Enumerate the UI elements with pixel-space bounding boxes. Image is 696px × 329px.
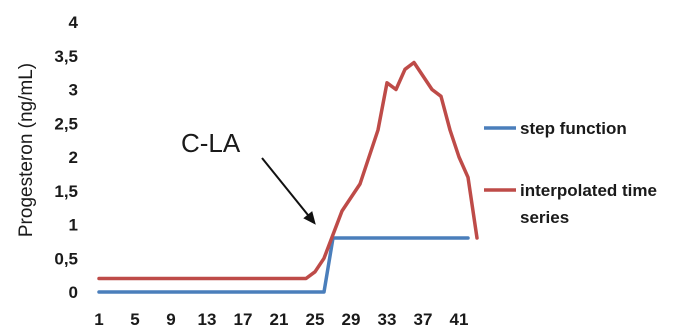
annotation-arrow: [261, 157, 313, 221]
y-tick-label: 2: [69, 148, 78, 167]
x-tick-label: 1: [94, 310, 103, 329]
x-tick-label: 13: [198, 310, 217, 329]
y-tick-label: 2,5: [54, 114, 78, 133]
x-tick-label: 29: [342, 310, 361, 329]
x-tick-labels: 1 5 9 13 17 21 25 29 33 37 41: [94, 310, 468, 329]
y-tick-label: 1,5: [54, 182, 78, 201]
annotation: C-LA: [181, 128, 316, 225]
x-tick-label: 5: [130, 310, 139, 329]
x-tick-label: 33: [378, 310, 397, 329]
x-tick-label: 37: [414, 310, 433, 329]
annotation-label: C-LA: [181, 128, 241, 158]
x-tick-label: 21: [270, 310, 289, 329]
y-tick-label: 3,5: [54, 47, 78, 66]
series-line-step-function: [97, 236, 470, 294]
y-tick-label: 0,5: [54, 249, 78, 268]
series-line-interpolated-time-series: [97, 60, 479, 281]
y-tick-labels: 0 0,5 1 1,5 2 2,5 3 3,5 4: [54, 13, 78, 302]
legend: step function interpolated time series: [484, 119, 657, 227]
legend-label: step function: [520, 119, 627, 138]
y-tick-label: 4: [69, 13, 79, 32]
y-axis-title-group: Progesteron (ng/mL): [16, 63, 37, 237]
legend-label: interpolated time series: [520, 181, 657, 227]
x-tick-label: 9: [166, 310, 175, 329]
x-tick-label: 25: [306, 310, 325, 329]
series-lines: [97, 60, 479, 294]
x-tick-label: 41: [450, 310, 469, 329]
y-tick-label: 3: [69, 81, 78, 100]
x-tick-label: 17: [234, 310, 253, 329]
y-tick-label: 1: [69, 216, 78, 235]
annotation-arrow-head: [303, 211, 316, 225]
y-axis-title: Progesteron (ng/mL): [16, 63, 37, 237]
y-tick-label: 0: [69, 283, 78, 302]
